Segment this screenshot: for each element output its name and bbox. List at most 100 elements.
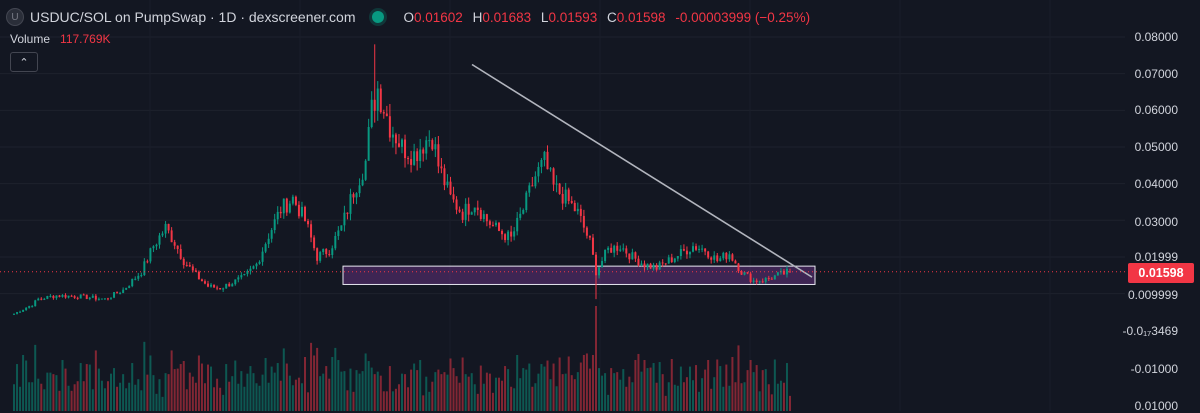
candle-body (428, 140, 431, 142)
volume-bar (79, 363, 82, 411)
candle-body (161, 233, 164, 236)
candle-body (64, 294, 67, 298)
volume-bar (428, 391, 431, 411)
volume-bar (446, 374, 449, 411)
volume-bar (670, 359, 673, 411)
volume-bar (391, 391, 394, 411)
candle-body (279, 211, 282, 214)
volume-label: Volume (10, 32, 51, 46)
volume-bar (97, 368, 100, 411)
volume-bar (688, 366, 691, 411)
candle-body (325, 249, 328, 255)
volume-bar (667, 382, 670, 411)
volume-bar (170, 350, 173, 411)
ohlc-readout: O0.01602 H0.01683 L0.01593 C0.01598 -0.0… (404, 10, 817, 25)
candle-body (525, 192, 528, 210)
candle-body (494, 222, 497, 226)
volume-bar (113, 368, 116, 411)
volume-bar (479, 365, 482, 411)
volume-bar (452, 368, 455, 411)
volume-bar (770, 394, 773, 411)
volume-bar (188, 372, 191, 411)
candle-body (443, 168, 446, 186)
candle-body (158, 235, 161, 245)
candle-body (446, 181, 449, 186)
candle-body (704, 248, 707, 252)
volume-bar (134, 384, 137, 411)
candle-body (216, 287, 219, 289)
candle-body (294, 196, 297, 205)
candle-body (100, 298, 103, 300)
collapse-legend-button[interactable]: ⌃ (10, 52, 38, 72)
candle-body (425, 140, 428, 154)
candle-body (437, 144, 440, 167)
volume-bar (758, 391, 761, 411)
candle-body (516, 217, 519, 232)
candle-body (334, 235, 337, 249)
change-value: -0.00003999 (−0.25%) (675, 9, 811, 25)
candle-body (789, 271, 791, 273)
volume-bar (698, 391, 701, 411)
candle-body (282, 198, 285, 214)
candle-body (179, 248, 182, 259)
volume-bar (755, 365, 758, 411)
candle-body (528, 185, 531, 193)
candle-body (122, 289, 125, 293)
candle-body (119, 292, 122, 294)
candle-body (607, 247, 610, 250)
volume-bar (719, 366, 722, 411)
volume-bar (449, 358, 452, 411)
volume-bar (522, 368, 525, 411)
volume-bar (534, 383, 537, 411)
volume-bar (16, 364, 19, 411)
candle-body (473, 207, 476, 213)
volume-bar (276, 363, 279, 411)
candle-body (464, 203, 467, 220)
candle-body (67, 295, 70, 298)
candle-body (622, 248, 625, 250)
candle-body (249, 268, 252, 272)
volume-bar (397, 384, 400, 411)
volume-bar (570, 375, 573, 411)
candle-body (358, 185, 361, 194)
candle-body (164, 223, 167, 234)
volume-bar (106, 381, 109, 411)
candle-body (749, 273, 752, 282)
volume-bar (273, 372, 276, 411)
candle-body (137, 275, 140, 279)
volume-bar (737, 345, 740, 411)
candle-body (413, 151, 416, 165)
volume-bar (661, 374, 664, 411)
volume-bar (40, 383, 43, 411)
volume-bar (131, 363, 134, 411)
candle-body (85, 294, 88, 299)
volume-bar (658, 362, 661, 411)
volume-bar (491, 392, 494, 411)
volume-bar (613, 373, 616, 411)
price-chart[interactable] (0, 0, 1125, 411)
volume-bar (704, 369, 707, 411)
volume-bar (443, 372, 446, 411)
volume-bar (422, 395, 425, 411)
volume-bar (110, 373, 112, 411)
candle-body (658, 262, 661, 270)
price-axis[interactable]: 0.08000 0.07000 0.06000 0.05000 0.04000 … (1122, 0, 1200, 413)
candle-body (713, 255, 716, 260)
candle-body (461, 211, 464, 220)
candle-body (40, 298, 43, 300)
volume-bar (407, 387, 410, 411)
candle-body (125, 287, 128, 290)
candle-body (319, 252, 322, 261)
volume-bar (555, 386, 558, 411)
candle-body (731, 254, 734, 261)
candle-body (573, 202, 576, 212)
volume-bar (655, 382, 658, 411)
volume-bar (358, 373, 361, 411)
high-label: H (472, 9, 483, 25)
candle-body (458, 209, 461, 212)
volume-bar (537, 373, 540, 411)
token-icon[interactable]: U (6, 8, 24, 26)
candle-body (91, 295, 94, 298)
high-value: 0.01683 (482, 9, 532, 25)
volume-bar (25, 360, 28, 411)
